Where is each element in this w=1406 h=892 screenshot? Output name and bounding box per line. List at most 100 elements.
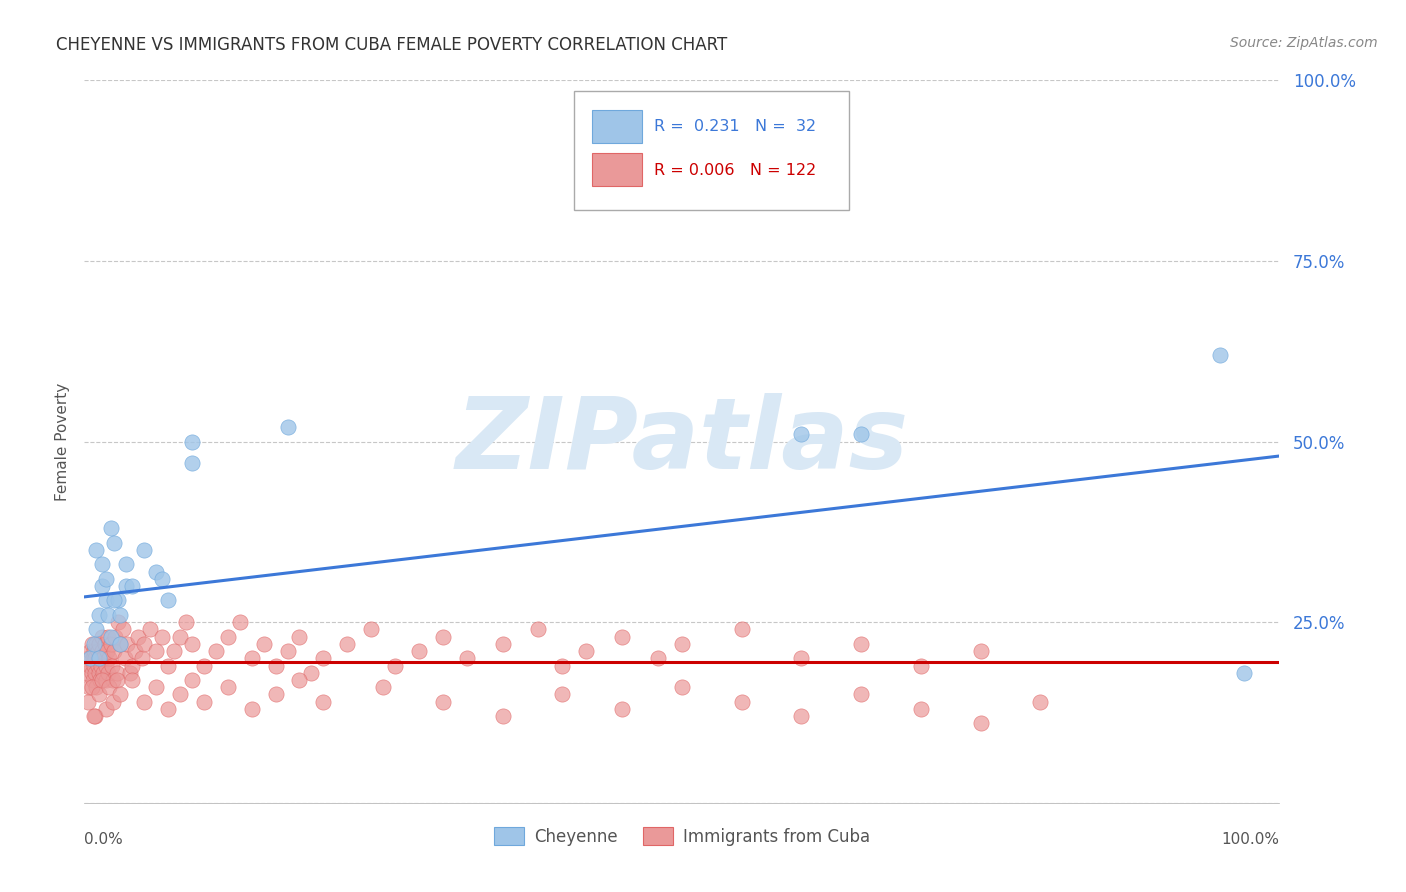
Point	[84, 709, 107, 723]
Point	[575, 644, 598, 658]
Point	[115, 579, 138, 593]
Point	[671, 680, 693, 694]
Point	[83, 637, 105, 651]
Point	[94, 673, 117, 687]
Point	[101, 695, 124, 709]
Point	[111, 623, 134, 637]
Point	[229, 615, 252, 630]
Point	[408, 644, 430, 658]
Point	[76, 665, 98, 680]
Point	[174, 615, 197, 630]
Point	[612, 630, 634, 644]
Point	[79, 651, 101, 665]
Point	[264, 658, 287, 673]
Point	[264, 687, 287, 701]
Point	[132, 695, 156, 709]
Point	[87, 637, 110, 651]
Text: R =  0.231   N =  32: R = 0.231 N = 32	[654, 119, 817, 134]
Point	[87, 665, 110, 680]
Point	[93, 665, 115, 680]
Point	[384, 658, 406, 673]
Point	[117, 637, 139, 651]
Point	[107, 593, 129, 607]
Point	[910, 702, 932, 716]
Point	[647, 651, 669, 665]
Point	[551, 658, 574, 673]
Point	[970, 716, 993, 731]
Point	[86, 644, 108, 658]
Point	[1029, 695, 1052, 709]
Point	[87, 687, 110, 701]
Point	[103, 535, 125, 549]
Point	[94, 593, 117, 607]
Point	[89, 673, 111, 687]
Point	[101, 673, 124, 687]
Point	[432, 695, 454, 709]
Point	[181, 456, 204, 470]
Point	[731, 623, 754, 637]
Point	[83, 658, 105, 673]
Point	[360, 623, 382, 637]
Point	[910, 658, 932, 673]
Point	[84, 665, 107, 680]
Point	[110, 607, 132, 622]
Point	[98, 651, 121, 665]
Point	[121, 658, 143, 673]
Point	[612, 702, 634, 716]
Point	[1233, 665, 1256, 680]
Point	[77, 680, 100, 694]
Point	[91, 579, 114, 593]
Point	[86, 623, 108, 637]
Point	[127, 630, 149, 644]
Point	[373, 680, 395, 694]
Point	[121, 579, 143, 593]
Point	[456, 651, 478, 665]
Point	[80, 680, 103, 694]
Point	[217, 630, 239, 644]
Point	[83, 644, 105, 658]
Point	[527, 623, 550, 637]
Point	[110, 687, 132, 701]
Point	[851, 687, 873, 701]
Point	[98, 680, 121, 694]
Point	[671, 637, 693, 651]
Point	[157, 702, 180, 716]
Point	[94, 572, 117, 586]
Point	[94, 702, 117, 716]
Point	[205, 644, 228, 658]
Point	[970, 644, 993, 658]
Point	[79, 658, 101, 673]
Point	[790, 427, 813, 442]
Point	[100, 637, 122, 651]
Point	[731, 695, 754, 709]
Point	[132, 542, 156, 557]
Point	[115, 558, 138, 572]
Point	[193, 695, 215, 709]
Point	[100, 630, 122, 644]
Point	[80, 665, 103, 680]
Point	[157, 658, 180, 673]
Point	[86, 637, 108, 651]
Point	[91, 630, 114, 644]
Point	[103, 593, 125, 607]
Point	[87, 607, 110, 622]
Point	[97, 630, 120, 644]
Point	[82, 651, 104, 665]
Point	[97, 607, 120, 622]
Point	[1209, 348, 1232, 362]
Point	[87, 651, 110, 665]
Point	[312, 695, 335, 709]
Point	[93, 637, 115, 651]
Point	[181, 637, 204, 651]
Point	[288, 673, 311, 687]
Point	[150, 572, 173, 586]
Point	[132, 637, 156, 651]
Point	[145, 644, 167, 658]
Point	[84, 651, 107, 665]
Point	[492, 637, 515, 651]
Point	[93, 651, 115, 665]
Point	[82, 673, 104, 687]
Point	[145, 565, 167, 579]
Point	[169, 630, 191, 644]
Point	[101, 658, 124, 673]
